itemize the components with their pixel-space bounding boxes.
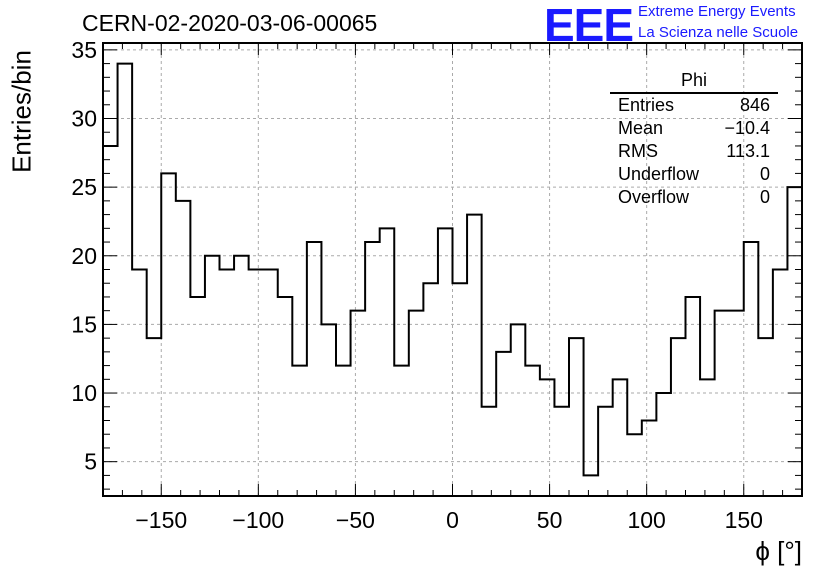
histogram-bin bbox=[205, 256, 220, 496]
histogram-bin bbox=[787, 187, 802, 496]
histogram-outline bbox=[103, 62, 802, 477]
y-tick-label: 10 bbox=[71, 380, 97, 406]
x-axis-label: ϕ [°] bbox=[755, 536, 802, 566]
y-tick-label: 25 bbox=[71, 174, 97, 200]
tick-marks bbox=[102, 43, 803, 496]
x-tick-label: 150 bbox=[725, 507, 763, 533]
histogram-bin bbox=[554, 407, 569, 496]
histogram-bin bbox=[569, 338, 584, 496]
histogram-bin bbox=[263, 270, 278, 497]
histogram-layer bbox=[103, 62, 802, 497]
stats-row-underflow: Underflow 0 bbox=[610, 163, 778, 186]
histogram-bin bbox=[307, 242, 322, 496]
histogram-bin bbox=[598, 407, 613, 496]
histogram-bin bbox=[511, 324, 526, 496]
histogram-bin bbox=[234, 256, 249, 496]
histogram-bin bbox=[453, 283, 468, 496]
logo-caption-line2: La Scienza nelle Scuole bbox=[638, 24, 799, 41]
y-tick-label: 30 bbox=[71, 106, 97, 132]
histogram-bin bbox=[190, 297, 205, 496]
stats-value: 0 bbox=[759, 164, 770, 184]
stats-title: Phi bbox=[610, 70, 778, 94]
histogram-bin bbox=[394, 366, 409, 496]
stats-value: −10.4 bbox=[724, 118, 770, 138]
x-tick-label: −150 bbox=[135, 507, 187, 533]
histogram-bin bbox=[671, 338, 686, 496]
x-tick-label: −50 bbox=[336, 507, 375, 533]
eee-logo: EEE bbox=[544, 0, 634, 51]
y-tick-label: 20 bbox=[71, 243, 97, 269]
histogram-bin bbox=[292, 366, 307, 496]
histogram-bin bbox=[161, 173, 176, 496]
histogram-bin bbox=[729, 311, 744, 496]
x-tick-label: −100 bbox=[232, 507, 284, 533]
y-tick-label: 5 bbox=[84, 449, 97, 475]
stats-row-entries: Entries 846 bbox=[610, 94, 778, 117]
histogram-bin bbox=[627, 434, 642, 496]
histogram-bin bbox=[700, 379, 715, 496]
histogram-bin bbox=[220, 270, 235, 497]
y-tick-label: 15 bbox=[71, 311, 97, 337]
stats-row-mean: Mean −10.4 bbox=[610, 117, 778, 140]
logo-caption-line1: Extreme Energy Events bbox=[638, 3, 796, 20]
histogram-bin bbox=[103, 146, 118, 496]
stats-box: Phi Entries 846 Mean −10.4 RMS 113.1 Und… bbox=[610, 70, 778, 209]
y-tick-label: 35 bbox=[71, 37, 97, 63]
stats-row-rms: RMS 113.1 bbox=[610, 140, 778, 163]
histogram-bin bbox=[147, 338, 162, 496]
histogram-bin bbox=[467, 215, 482, 496]
histogram-bin bbox=[438, 228, 453, 496]
x-tick-label: 100 bbox=[627, 507, 665, 533]
histogram-bin bbox=[423, 283, 438, 496]
histogram-bin bbox=[321, 324, 336, 496]
chart-title: CERN-02-2020-03-06-00065 bbox=[82, 10, 378, 36]
histogram-bin bbox=[715, 311, 730, 496]
histogram-bin bbox=[336, 366, 351, 496]
stats-row-overflow: Overflow 0 bbox=[610, 186, 778, 209]
histogram-bin bbox=[482, 407, 497, 496]
histogram-bin bbox=[773, 270, 788, 497]
histogram-bin bbox=[613, 379, 628, 496]
stats-label: Entries bbox=[618, 95, 675, 115]
histogram-bin bbox=[176, 201, 191, 496]
tick-labels: −150 −100 −50 0 50 100 150 5 10 15 20 25 30 35 bbox=[71, 37, 763, 533]
histogram-bin bbox=[380, 228, 395, 496]
histogram-bin bbox=[351, 311, 366, 496]
histogram-bin bbox=[744, 242, 759, 496]
histogram-bin bbox=[278, 297, 293, 496]
histogram-bin bbox=[642, 421, 657, 497]
histogram-bin bbox=[525, 366, 540, 496]
histogram-bin bbox=[656, 393, 671, 496]
histogram-bin bbox=[584, 475, 599, 496]
histogram-bin bbox=[118, 64, 133, 496]
histogram-bin bbox=[132, 270, 147, 497]
stats-label: Overflow bbox=[618, 187, 690, 207]
x-tick-label: 50 bbox=[537, 507, 563, 533]
stats-value: 0 bbox=[759, 187, 770, 207]
stats-label: Underflow bbox=[618, 164, 700, 184]
x-tick-label: 0 bbox=[446, 507, 459, 533]
histogram-bin bbox=[365, 242, 380, 496]
stats-label: Mean bbox=[618, 118, 664, 138]
histogram-bin bbox=[540, 379, 555, 496]
y-axis-label: Entries/bin bbox=[6, 50, 37, 173]
stats-label: RMS bbox=[618, 141, 658, 161]
histogram-bin bbox=[758, 338, 773, 496]
histogram-bin bbox=[686, 297, 701, 496]
histogram-bin bbox=[496, 352, 511, 496]
stats-value: 113.1 bbox=[726, 141, 770, 161]
histogram-bin bbox=[249, 270, 264, 497]
stats-value: 846 bbox=[739, 95, 770, 115]
histogram-bin bbox=[409, 311, 424, 496]
